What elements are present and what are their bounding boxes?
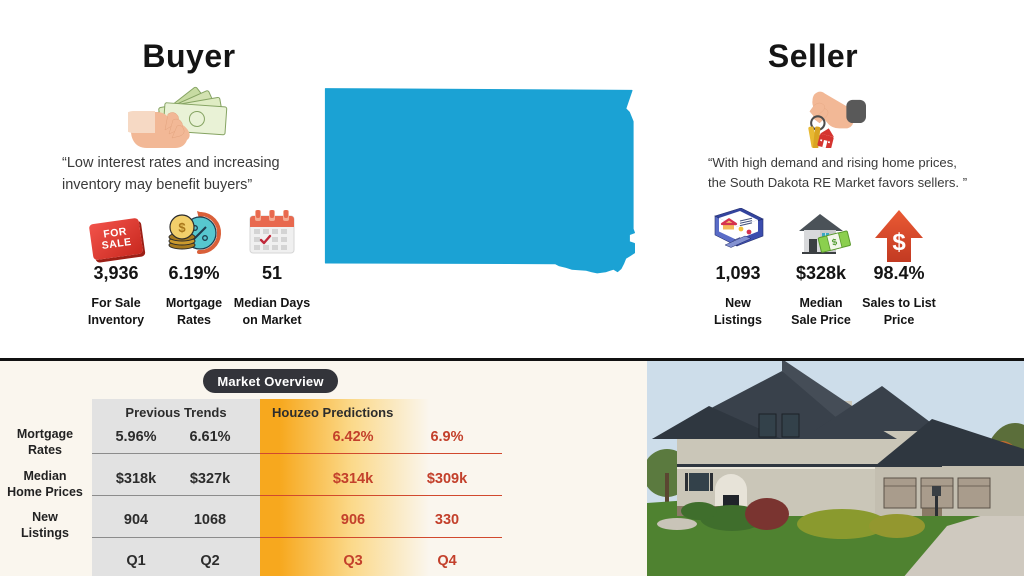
svg-text:$: $	[892, 229, 906, 256]
svg-text:$: $	[178, 220, 186, 235]
